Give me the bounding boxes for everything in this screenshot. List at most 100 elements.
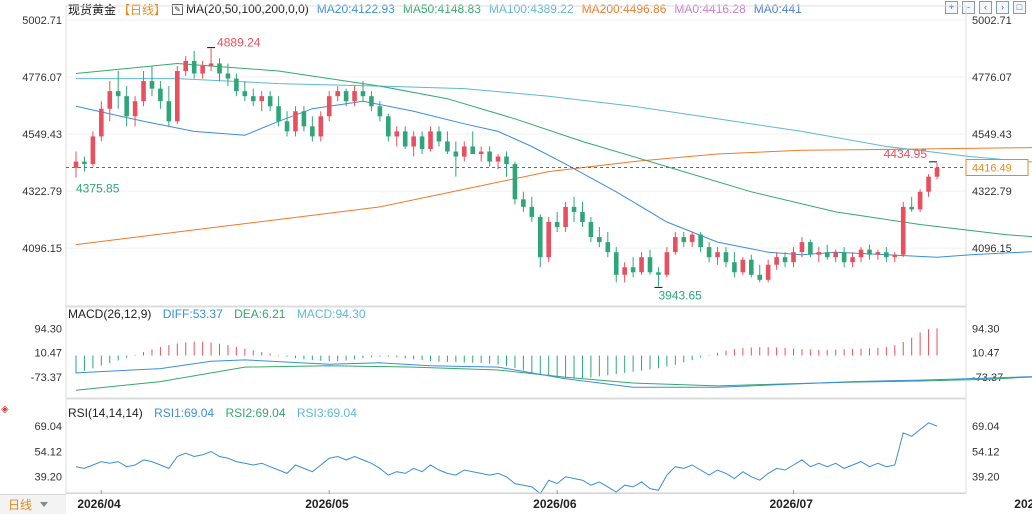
candle	[512, 164, 518, 200]
x-tick-label: 2026/06	[533, 497, 577, 511]
candle	[504, 156, 509, 165]
candle	[664, 252, 670, 275]
period-tab[interactable]: 日线	[0, 494, 66, 514]
candle	[419, 136, 425, 150]
candle	[917, 191, 923, 210]
candle	[335, 91, 340, 97]
rsi1-value: RSI1:69.04	[154, 406, 215, 420]
candle	[867, 249, 872, 255]
candle	[934, 167, 940, 177]
candle	[377, 106, 383, 117]
candle	[445, 141, 450, 152]
candle	[723, 252, 729, 263]
candle	[394, 131, 400, 137]
zoom-in-icon[interactable]: +	[945, 1, 958, 14]
candle	[571, 206, 577, 212]
rsi-label: RSI(14,14,14)	[68, 406, 143, 420]
candle	[605, 242, 611, 253]
candle	[242, 91, 248, 97]
price-tick-right: 4549.43	[972, 129, 1012, 141]
candle	[386, 116, 391, 137]
price-tick-left: 5002.71	[22, 15, 62, 27]
rsi-tick-left: 39.20	[34, 471, 62, 483]
candle	[554, 221, 560, 228]
chart-canvas[interactable]: 5002.71 5002.71 4776.07 4776.07 4549.43 4549.…	[0, 0, 1032, 494]
macd-dea-line	[75, 365, 1032, 391]
candle	[782, 257, 788, 263]
candle	[82, 161, 87, 165]
candle	[537, 216, 543, 258]
candle	[884, 252, 889, 258]
x-tick-label: 2026/08	[1014, 497, 1032, 511]
panel-frame-2	[65, 398, 967, 494]
candle	[293, 111, 298, 132]
candle	[757, 274, 763, 280]
candle	[428, 131, 433, 150]
panel-frame-0	[65, 5, 967, 307]
candle	[909, 206, 914, 210]
candle	[748, 259, 754, 275]
candle	[115, 91, 121, 97]
low-annotation: 3943.65	[658, 288, 702, 302]
x-tick-label: 2026/04	[77, 497, 121, 511]
candle	[740, 259, 746, 273]
macd-tick-left: -73.37	[31, 372, 62, 384]
rsi-line	[75, 422, 938, 494]
candle	[841, 252, 847, 263]
candle	[107, 91, 113, 109]
ma50-line	[75, 62, 1032, 238]
last-price-tag	[965, 158, 1029, 176]
candle	[411, 136, 416, 147]
candle	[647, 257, 653, 273]
macd-diff-value: DIFF:53.37	[162, 307, 223, 321]
rsi-legend: RSI(14,14,14) RSI1:69.04 RSI2:69.04 RSI3…	[68, 406, 365, 420]
rsi-tick-right: 39.20	[972, 471, 1000, 483]
zoom-out-icon[interactable]: -	[962, 1, 975, 14]
candle	[402, 131, 408, 147]
candle	[791, 252, 796, 263]
x-tick-label: 2026/05	[305, 497, 349, 511]
candle	[149, 81, 155, 89]
candle	[597, 237, 602, 243]
candle	[166, 101, 172, 122]
candle	[833, 252, 839, 258]
candle	[799, 242, 805, 253]
candle	[234, 78, 239, 92]
candle	[326, 96, 332, 117]
rsi-tick-left: 69.04	[34, 421, 62, 433]
candle	[124, 96, 129, 117]
macd-tick-left: 10.47	[34, 348, 62, 360]
scroll-right-icon[interactable]: ›	[996, 1, 1009, 14]
candle	[191, 60, 197, 74]
candle	[715, 252, 720, 258]
candle	[369, 96, 374, 107]
candle	[90, 136, 96, 165]
candle	[850, 257, 855, 263]
candle	[208, 63, 214, 66]
price-tick-right: 5002.71	[972, 15, 1012, 27]
macd-legend: MACD(26,12,9) DIFF:53.37 DEA:6.21 MACD:9…	[68, 307, 374, 321]
panel-frame-1	[65, 306, 967, 399]
candle	[681, 237, 687, 243]
candle	[588, 221, 594, 238]
candle	[267, 96, 273, 107]
fullscreen-icon[interactable]: □	[1013, 1, 1026, 14]
rsi-tick-left: 54.12	[34, 446, 62, 458]
price-tick-left: 4096.15	[22, 243, 62, 255]
candle	[301, 111, 307, 127]
indicator-settings-icon[interactable]: ✎	[172, 3, 184, 15]
candle	[706, 247, 712, 258]
candle	[284, 121, 290, 132]
candle	[310, 126, 315, 137]
candle	[732, 262, 737, 273]
candle	[318, 116, 324, 137]
candle	[495, 156, 501, 162]
price-tick-left: 4549.43	[22, 129, 62, 141]
candle	[73, 161, 79, 168]
price-tick-right: 4322.79	[972, 186, 1012, 198]
start-annotation: 4375.85	[76, 182, 120, 196]
candle	[613, 252, 619, 275]
candle	[926, 176, 931, 192]
macd-dea-value: DEA:6.21	[234, 307, 286, 321]
scroll-left-icon[interactable]: ‹	[979, 1, 992, 14]
